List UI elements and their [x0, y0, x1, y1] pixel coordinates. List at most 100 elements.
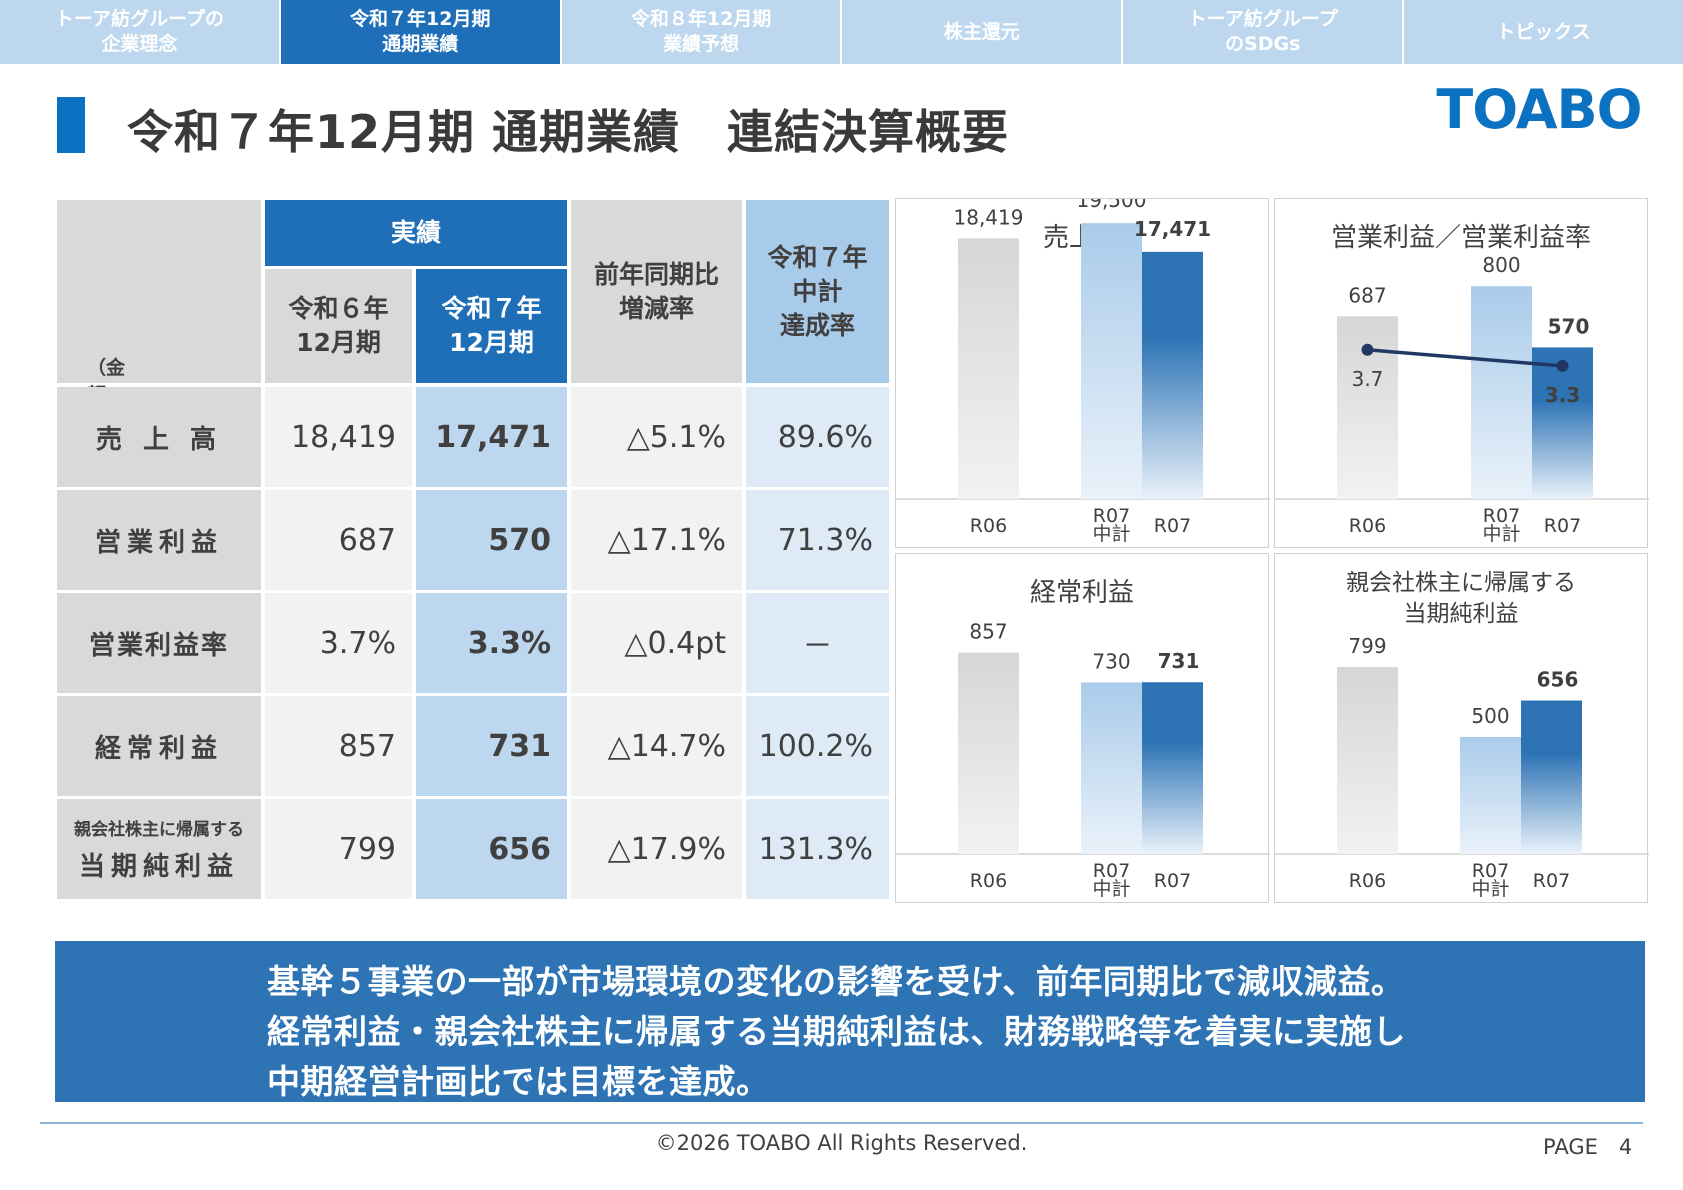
ordinary-plan: 100.2%	[746, 696, 889, 796]
ordinary-profit-chart-panel: 経常利益 857 730 731 R06 R07 中計 R07	[895, 553, 1270, 903]
sales-r07: 17,471	[416, 387, 567, 487]
net-income-chart: 799 500 656 R06 R07 中計 R07	[1275, 634, 1649, 900]
ordinary-r06: 857	[265, 696, 412, 796]
margin-yoy: △0.4pt	[571, 593, 742, 693]
net-income-category-label: R06	[1349, 870, 1386, 892]
sales-category-label: R06	[970, 515, 1007, 537]
page-number: PAGE 4	[1543, 1135, 1633, 1159]
op-profit-chart-title: 営業利益／営業利益率	[1330, 223, 1591, 253]
ordinary-yoy: △14.7%	[571, 696, 742, 796]
op-profit-value-label: 570	[1548, 314, 1590, 338]
ordinary-profit-bar-r07中計	[1081, 682, 1142, 854]
col-header-r07: 令和７年 12月期	[416, 269, 567, 383]
net-income-bar-r07中計	[1460, 737, 1521, 854]
op-profit-bar-r07中計	[1471, 286, 1532, 499]
footer-divider	[40, 1122, 1643, 1124]
ordinary-profit-value-label: 857	[969, 620, 1007, 644]
op-profit-bar-r07	[1532, 347, 1593, 499]
op-profit-chart-panel: 営業利益／営業利益率 687 800 570 R06 R07 中計 R07 3.7 3.3	[1274, 198, 1649, 548]
col-header-plan: 令和７年 中計 達成率	[746, 200, 889, 383]
net-income-bar-r07	[1521, 700, 1582, 854]
col-header-r06: 令和６年 12月期	[265, 269, 412, 383]
message-line-2: 経常利益・親会社株主に帰属する当期純利益は、財務戦略等を着実に実施し	[267, 1012, 1406, 1051]
op-profit-value-label: 800	[1482, 253, 1520, 277]
net-income-value-label: 500	[1471, 704, 1509, 728]
ordinary-profit-category-label: R06	[970, 870, 1007, 892]
sales-bar-r07中計	[1081, 223, 1142, 499]
net-income-category-label: R07	[1533, 870, 1570, 892]
ordinary-profit-chart-title: 経常利益	[1029, 578, 1134, 608]
row-label-ordinary-profit: 経常利益	[57, 696, 261, 796]
margin-r06: 3.7%	[265, 593, 412, 693]
tab-shareholder-returns[interactable]: 株主還元	[842, 0, 1122, 64]
ordinary-profit-category-label: R07 中計	[1092, 860, 1130, 900]
section-nav: トーア紡グループの 企業理念 令和７年12月期 通期業績 令和８年12月期 業績…	[0, 0, 1683, 64]
op-r07: 570	[416, 490, 567, 590]
op-yoy: △17.1%	[571, 490, 742, 590]
op-profit-chart: 687 800 570 R06 R07 中計 R07 3.7 3.3	[1275, 253, 1649, 545]
op-profit-margin-point	[1556, 359, 1569, 372]
sales-chart: 18,419 19,500 17,471 R06 R07 中計 R07	[896, 199, 1270, 545]
ordinary-profit-value-label: 731	[1158, 649, 1200, 673]
net-income-category-label: R07 中計	[1471, 860, 1509, 900]
net-income-value-label: 799	[1348, 634, 1386, 658]
ordinary-profit-bar-r07	[1142, 682, 1203, 854]
margin-plan: －	[746, 593, 889, 693]
tab-fy2025-results[interactable]: 令和７年12月期 通期業績	[280, 0, 560, 64]
sales-value-label: 17,471	[1134, 217, 1211, 241]
message-line-1: 基幹５事業の一部が市場環境の変化の影響を受け、前年同期比で減収減益。	[267, 962, 1405, 1001]
op-profit-bar-r06	[1337, 316, 1398, 499]
sales-value-label: 18,419	[954, 205, 1024, 229]
row-label-net-income-main: 当期純利益	[78, 852, 239, 882]
op-plan: 71.3%	[746, 490, 889, 590]
net-income-value-label: 656	[1537, 668, 1579, 692]
net-income-chart-panel: 親会社株主に帰属する 当期純利益 799 500 656 R06 R07 中計 R07	[1274, 553, 1649, 903]
ordinary-profit-chart: 857 730 731 R06 R07 中計 R07	[896, 620, 1270, 900]
op-profit-margin-label: 3.7	[1352, 367, 1384, 391]
tab-fy2026-forecast[interactable]: 令和８年12月期 業績予想	[561, 0, 841, 64]
ordinary-profit-bar-r06	[958, 652, 1019, 854]
ordinary-r07: 731	[416, 696, 567, 796]
sales-category-label: R07	[1154, 515, 1191, 537]
row-label-net-income-prefix: 親会社株主に帰属する	[74, 820, 244, 840]
title-accent-bar	[57, 97, 85, 153]
net-r07: 656	[416, 799, 567, 899]
tab-topics[interactable]: トピックス	[1404, 0, 1683, 64]
net-r06: 799	[265, 799, 412, 899]
op-profit-category-label: R07 中計	[1482, 505, 1520, 545]
message-line-3: 中期経営計画比では目標を達成。	[267, 1062, 770, 1101]
toabo-logo: TOABO	[1436, 78, 1642, 140]
op-r06: 687	[265, 490, 412, 590]
op-profit-margin-line	[1367, 348, 1563, 368]
sales-plan: 89.6%	[746, 387, 889, 487]
row-label-operating-profit: 営業利益	[57, 490, 261, 590]
ordinary-profit-category-label: R07	[1154, 870, 1191, 892]
op-profit-category-label: R07	[1544, 515, 1581, 537]
page-title: 令和７年12月期 通期業績 連結決算概要	[127, 105, 1010, 159]
op-profit-category-label: R06	[1349, 515, 1386, 537]
row-label-sales: 売 上 高	[57, 387, 261, 487]
actual-group-header: 実績	[265, 200, 567, 266]
sales-r06: 18,419	[265, 387, 412, 487]
net-income-bar-r06	[1337, 667, 1398, 854]
tab-corporate-philosophy[interactable]: トーア紡グループの 企業理念	[0, 0, 279, 64]
table-corner	[57, 200, 261, 383]
row-label-op-margin: 営業利益率	[57, 593, 261, 693]
op-profit-margin-label: 3.3	[1545, 383, 1580, 407]
ordinary-profit-value-label: 730	[1092, 649, 1130, 673]
summary-message: 基幹５事業の一部が市場環境の変化の影響を受け、前年同期比で減収減益。 経常利益・…	[55, 941, 1645, 1102]
net-income-chart-title: 親会社株主に帰属する 当期純利益	[1346, 570, 1576, 627]
copyright: ©2026 TOABO All Rights Reserved.	[655, 1131, 1028, 1155]
sales-value-label: 19,500	[1077, 199, 1147, 212]
sales-category-label: R07 中計	[1092, 505, 1130, 545]
logo-text: TOABO	[1436, 78, 1641, 140]
col-header-yoy: 前年同期比 増減率	[571, 200, 742, 383]
sales-bar-r06	[958, 238, 1019, 499]
margin-r07: 3.3%	[416, 593, 567, 693]
net-plan: 131.3%	[746, 799, 889, 899]
row-label-net-income: 親会社株主に帰属する 当期純利益	[57, 799, 261, 899]
op-profit-margin-point	[1361, 343, 1374, 356]
net-yoy: △17.9%	[571, 799, 742, 899]
tab-sdgs[interactable]: トーア紡グループ のSDGs	[1123, 0, 1403, 64]
